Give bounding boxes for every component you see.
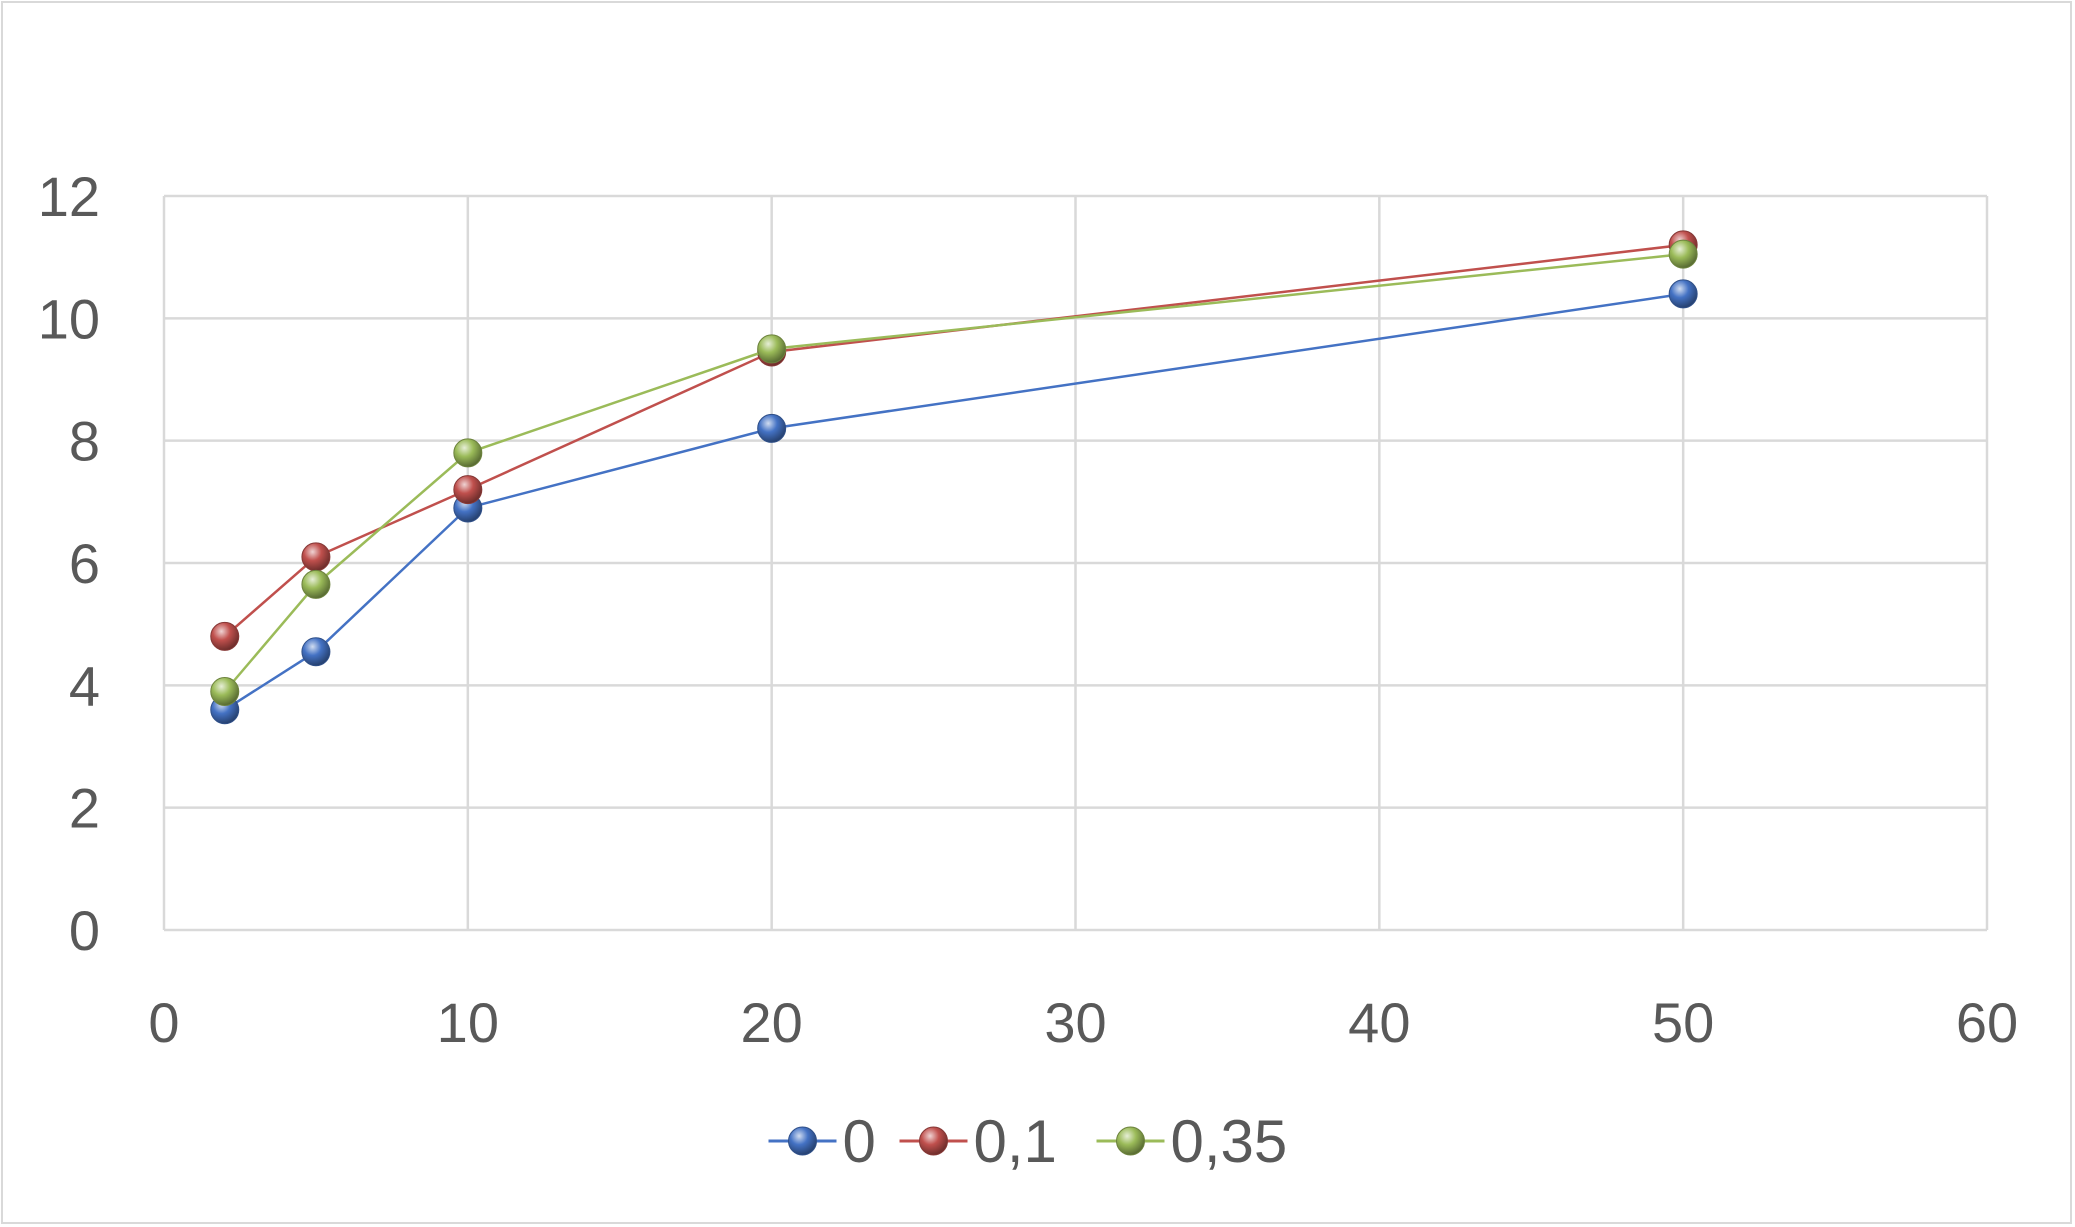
series-1	[210, 279, 1698, 725]
y-tick-label: 4	[69, 654, 100, 717]
series-3	[210, 239, 1698, 706]
y-tick-label: 0	[69, 899, 100, 962]
y-tick-label: 2	[69, 777, 100, 840]
data-point	[757, 334, 787, 364]
data-point	[757, 413, 787, 443]
x-tick-label: 60	[1956, 991, 2018, 1054]
data-point	[453, 475, 483, 505]
data-point	[301, 569, 331, 599]
x-tick-label: 20	[741, 991, 803, 1054]
series-line	[223, 252, 1684, 693]
legend-label: 0	[843, 1108, 876, 1175]
x-tick-label: 0	[148, 991, 179, 1054]
legend: 0 0,1 0,35	[768, 1108, 1288, 1175]
legend-item: 0,35	[1096, 1108, 1288, 1175]
x-tick-label: 50	[1652, 991, 1714, 1054]
data-point	[301, 542, 331, 572]
gridlines	[162, 194, 1989, 932]
data-point	[1668, 279, 1698, 309]
x-tick-label: 10	[437, 991, 499, 1054]
legend-marker	[788, 1126, 817, 1156]
data-point	[301, 637, 331, 667]
x-tick-label: 30	[1044, 991, 1106, 1054]
y-tick-label: 8	[69, 410, 100, 473]
legend-item: 0	[768, 1108, 876, 1175]
legend-marker	[919, 1126, 948, 1156]
legend-item: 0,1	[899, 1108, 1057, 1175]
x-axis-ticks: 0 10 20 30 40 50 60	[148, 991, 2018, 1054]
y-tick-label: 12	[38, 165, 100, 228]
legend-label: 0,35	[1171, 1108, 1288, 1175]
y-axis-ticks: 0 2 4 6 8 10 12	[38, 165, 100, 962]
x-tick-label: 40	[1348, 991, 1410, 1054]
series-group	[210, 230, 1698, 725]
series-line	[224, 292, 1684, 711]
y-tick-label: 6	[69, 532, 100, 595]
data-point	[210, 676, 240, 706]
data-point	[453, 438, 483, 468]
legend-marker	[1116, 1126, 1145, 1156]
data-point	[210, 621, 240, 651]
legend-label: 0,1	[974, 1108, 1057, 1175]
data-point	[1668, 239, 1698, 269]
y-tick-label: 10	[38, 287, 100, 350]
